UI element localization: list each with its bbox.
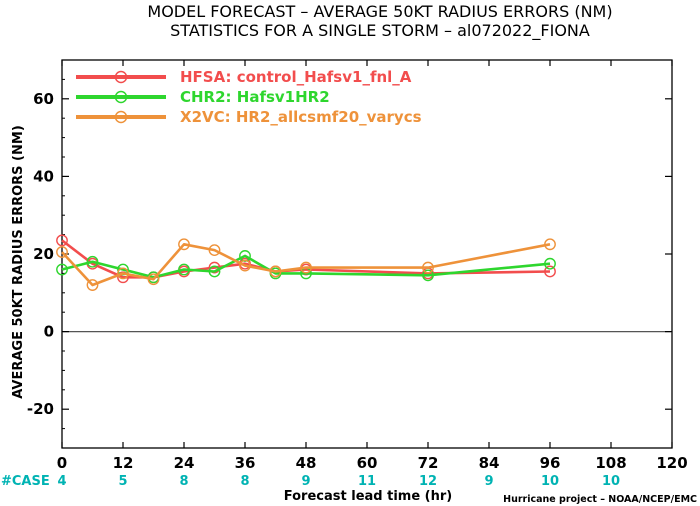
series-line-x2vc (61, 243, 551, 287)
x-tick-label: 84 (479, 454, 500, 472)
data-point-x2vc (269, 265, 282, 278)
data-point-x2vc (86, 279, 99, 291)
case-row-label: #CASE (1, 474, 50, 489)
chart-title: MODEL FORECAST – AVERAGE 50KT RADIUS ERR… (147, 2, 612, 21)
legend: HFSA: control_Hafsv1_fnl_A CHR2: Hafsv1HR… (76, 68, 422, 126)
case-count: 9 (484, 474, 493, 489)
x-tick-label: 12 (113, 454, 134, 472)
case-count: 8 (240, 474, 249, 489)
x-axis-ticks: 0 12 24 36 48 60 72 84 96 108 120 (57, 60, 688, 472)
data-point-x2vc (117, 267, 129, 280)
x-tick-label: 108 (595, 454, 626, 472)
series-line-chr2 (61, 254, 551, 279)
x-tick-label: 36 (235, 454, 256, 472)
data-point-hfsa (544, 265, 556, 278)
data-point-x2vc (56, 246, 68, 258)
x-tick-label: 48 (296, 454, 317, 472)
x-axis-label: Forecast lead time (hr) (284, 489, 452, 504)
data-point-chr2 (208, 265, 221, 278)
credit-text: Hurricane project – NOAA/NCEP/EMC (503, 494, 697, 505)
legend-label-x2vc: X2VC: HR2_allcsmf20_varycs (180, 108, 422, 126)
data-point-chr2 (178, 263, 190, 276)
y-tick-label: 20 (33, 245, 54, 263)
data-point-chr2 (56, 263, 68, 276)
data-point-x2vc (178, 238, 190, 251)
x-tick-label: 72 (418, 454, 439, 472)
legend-marker-x2vc (114, 110, 128, 124)
data-point-chr2 (422, 269, 434, 282)
y-tick-label: 40 (33, 167, 54, 185)
x-tick-label: 60 (357, 454, 378, 472)
series-line-hfsa (61, 239, 551, 279)
legend-marker-chr2 (114, 90, 128, 104)
legend-label-chr2: CHR2: Hafsv1HR2 (180, 88, 330, 106)
data-point-chr2 (86, 255, 99, 268)
data-point-x2vc (300, 261, 312, 274)
case-count: 9 (301, 474, 310, 489)
case-count-row: #CASE 4 5 8 8 9 11 12 9 10 10 (1, 474, 620, 489)
case-count: 4 (57, 474, 66, 489)
y-tick-label: -20 (27, 400, 54, 418)
case-count: 10 (602, 474, 620, 489)
data-point-x2vc (208, 244, 221, 257)
case-count: 10 (541, 474, 559, 489)
x-tick-label: 96 (540, 454, 561, 472)
y-axis-ticks: -20 0 20 40 60 (27, 59, 672, 449)
series-layer (56, 234, 556, 291)
y-axis-label: AVERAGE 50KT RADIUS ERRORS (NM) (11, 125, 26, 399)
data-point-x2vc (422, 261, 434, 274)
case-count: 12 (419, 474, 437, 489)
data-point-chr2 (544, 257, 556, 270)
data-point-x2vc (239, 259, 251, 272)
data-point-x2vc (544, 238, 556, 251)
x-tick-label: 24 (174, 454, 195, 472)
chart-subtitle: STATISTICS FOR A SINGLE STORM – al072022… (170, 21, 590, 41)
data-point-hfsa (56, 234, 68, 247)
data-point-x2vc (147, 273, 160, 286)
y-tick-label: 60 (33, 90, 54, 108)
case-count: 8 (179, 474, 188, 489)
case-count: 11 (358, 474, 376, 489)
legend-marker-hfsa (114, 70, 128, 84)
legend-label-hfsa: HFSA: control_Hafsv1_fnl_A (180, 68, 412, 86)
data-point-hfsa (117, 271, 129, 284)
x-tick-label: 120 (656, 454, 687, 472)
y-tick-label: 0 (44, 323, 54, 341)
x-tick-label: 0 (57, 454, 67, 472)
case-count: 5 (118, 474, 127, 489)
